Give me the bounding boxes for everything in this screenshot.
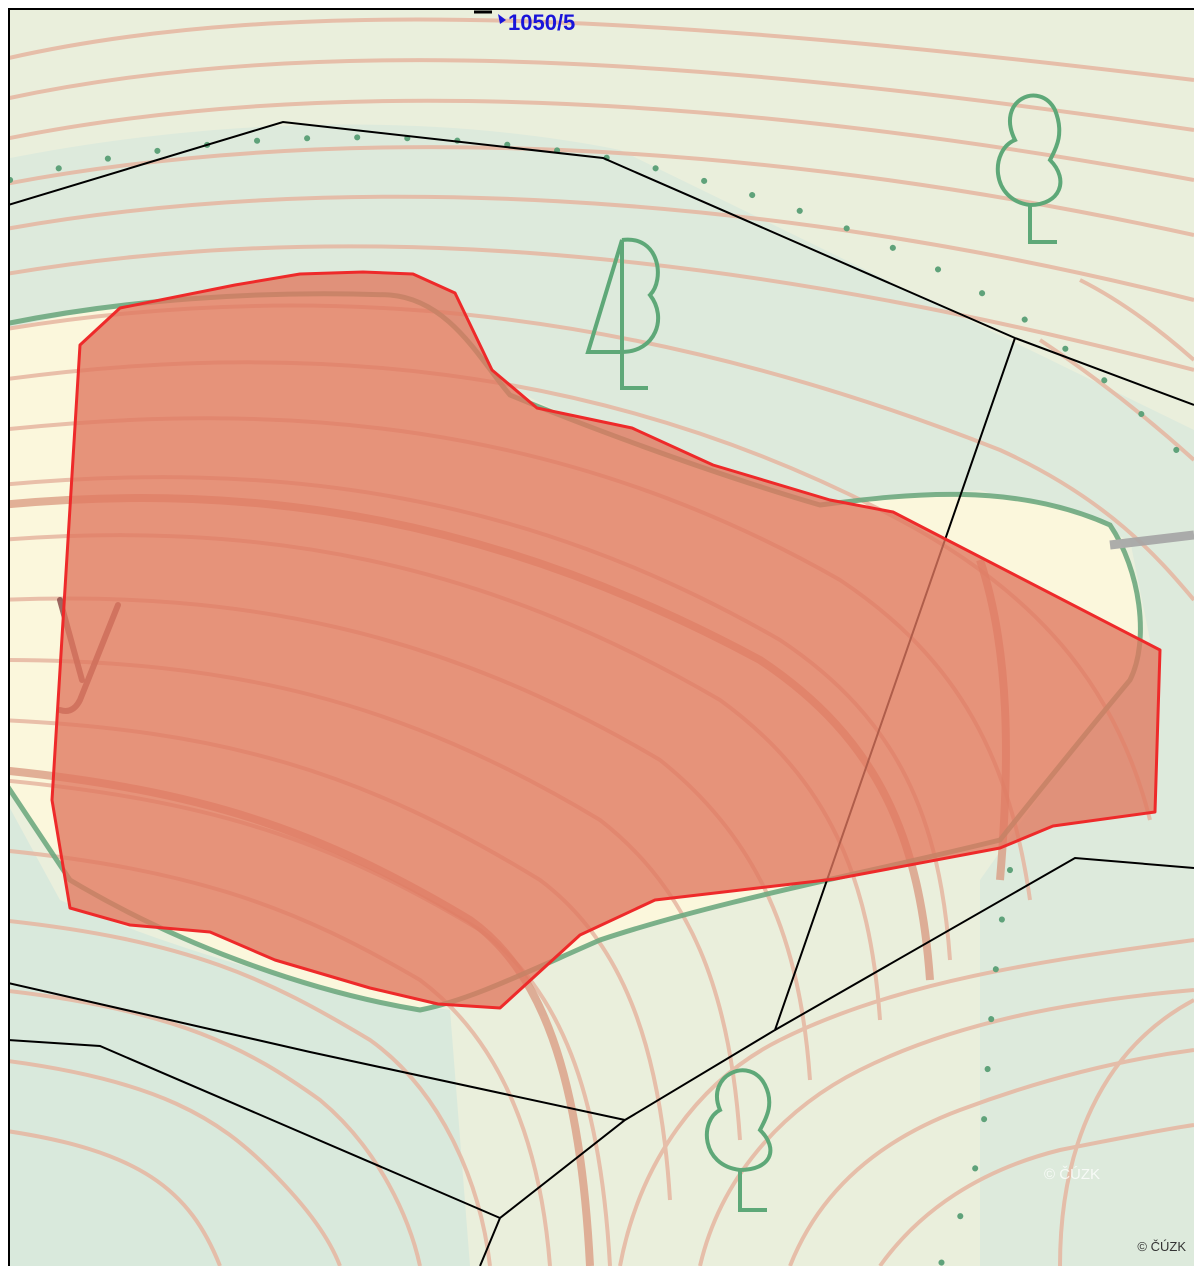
cuzk-watermark: © ČÚZK <box>1044 1166 1101 1183</box>
deciduous-tree-icon <box>995 93 1063 244</box>
parcel-marker-icon <box>498 14 506 24</box>
selected-area-polygon[interactable] <box>50 270 1162 1010</box>
dotted-forest-boundary <box>8 134 1194 1266</box>
deciduous-tree-icon <box>705 1068 773 1212</box>
parcel-number-label[interactable]: 1050/5 <box>508 10 576 35</box>
mixed-forest-tree-icon <box>585 237 661 390</box>
copyright-notice: © ČÚZK <box>1137 1239 1186 1254</box>
forest-area-north <box>8 124 1194 1266</box>
